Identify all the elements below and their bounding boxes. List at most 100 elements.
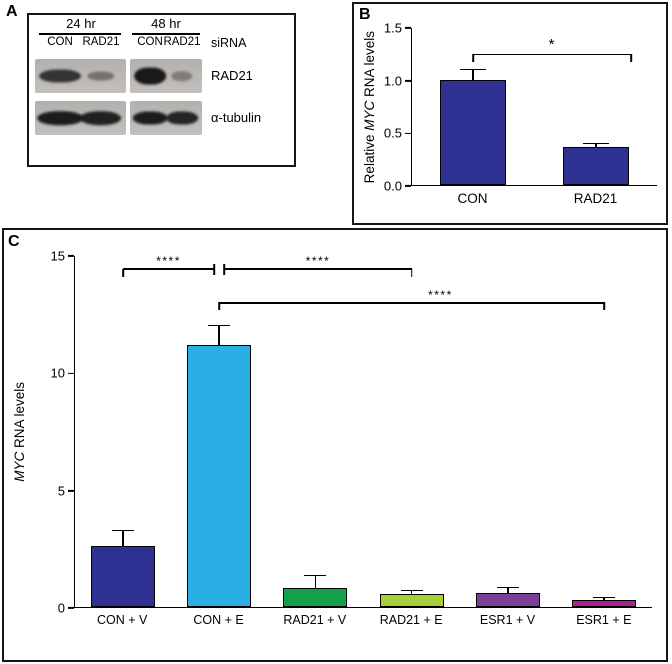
blot-image-rad21-48hr (130, 59, 202, 93)
panel-b-label: B (359, 6, 371, 23)
x-axis-labels: CON + V CON + E RAD21 + V RAD21 + E ESR1 + V… (74, 608, 652, 632)
lane-label-con-24hr: CON (47, 36, 73, 48)
lane-label-rad21-48hr: RAD21 (163, 36, 201, 48)
error-bar-con (460, 68, 487, 81)
y-tick-mark (68, 255, 74, 257)
y-axis-title: Relative MYC RNA levels (356, 28, 382, 186)
y-axis-title: MYC RNA levels (6, 256, 32, 608)
error-bar-rad21 (582, 143, 609, 148)
timepoint-48hr-underline (132, 33, 200, 35)
y-tick-mark (405, 79, 411, 82)
y-axis-title-text: Relative MYC RNA levels (362, 31, 377, 183)
bracket-tick (410, 268, 413, 277)
significance-bracket (123, 268, 215, 271)
significance-label: **** (156, 254, 181, 269)
timepoint-48hr-label: 48 hr (151, 16, 181, 31)
lane-label-con-48hr: CON (137, 36, 163, 48)
plot-area: **** **** **** (74, 254, 652, 608)
y-tick-label: 1.5 (383, 20, 402, 36)
significance-bracket (473, 53, 632, 56)
x-axis-label-rad21: RAD21 (573, 191, 618, 206)
panel-b-box: B Relative MYC RNA levels 0.0 0.5 1.0 1.5 *… (352, 2, 668, 225)
x-axis-label-con-v: CON + V (96, 613, 148, 627)
panel-c-label: C (8, 233, 20, 250)
y-tick-label: 0.0 (383, 178, 402, 194)
significance-label: **** (428, 287, 453, 302)
blot-image-tubulin-24hr (35, 101, 126, 135)
blot-band (134, 67, 166, 85)
panel-a-blot-box: 24 hr 48 hr CON RAD21 CON RAD21 siRNA RA… (27, 13, 296, 167)
bracket-tick (213, 263, 215, 275)
gene-name-italic: MYC (11, 451, 27, 482)
bar-esr1-v (475, 592, 540, 607)
bracket-tick (223, 263, 226, 275)
blot-band (171, 71, 193, 81)
timepoint-24hr-underline (39, 33, 121, 35)
bracket-tick (218, 302, 221, 311)
blot-image-rad21-24hr (35, 59, 126, 93)
y-tick-mark (405, 185, 411, 187)
error-bar-con-v (112, 529, 135, 547)
x-axis-label-esr1-e: ESR1 + E (576, 613, 632, 627)
significance-label: **** (305, 254, 331, 269)
error-bar-con-e (208, 325, 231, 345)
x-axis-label-rad21-e: RAD21 + E (379, 613, 443, 627)
gene-name-italic: MYC (361, 100, 377, 131)
y-axis-ticks: 0 5 10 15 (43, 250, 74, 615)
x-axis-label-con-e: CON + E (193, 613, 244, 627)
blot-band (79, 111, 122, 125)
y-tick-label: 1.0 (383, 73, 402, 89)
x-axis-label-esr1-v: ESR1 + V (479, 613, 536, 627)
y-tick-label: 0 (57, 600, 65, 616)
y-axis-ticks: 0.0 0.5 1.0 1.5 (382, 22, 411, 193)
y-tick-mark (405, 132, 411, 135)
significance-bracket (219, 302, 604, 304)
x-axis-label-rad21-v: RAD21 + V (283, 613, 347, 627)
y-axis-title-part: RNA levels (11, 382, 27, 452)
y-tick-label: 0.5 (383, 125, 402, 141)
error-bar-rad21-v (304, 575, 327, 589)
lane-label-rad21-24hr: RAD21 (82, 36, 120, 48)
timepoint-24hr-label: 24 hr (66, 16, 96, 31)
error-bar-esr1-v (496, 587, 519, 593)
bar-rad21 (562, 147, 629, 185)
blot-target-tubulin: α-tubulin (211, 110, 262, 125)
y-tick-mark (68, 607, 74, 609)
x-axis-labels: CON RAD21 (411, 186, 657, 210)
bar-con-e (187, 344, 252, 607)
y-tick-label: 10 (50, 365, 65, 381)
blot-target-rad21: RAD21 (211, 68, 253, 83)
error-bar-rad21-e (400, 589, 423, 595)
sirna-label: siRNA (211, 36, 247, 50)
bar-con-v (91, 546, 156, 607)
y-axis-title-text: MYC RNA levels (12, 382, 27, 482)
y-axis-title-part: RNA levels (361, 30, 377, 101)
significance-label: * (548, 36, 556, 54)
bracket-tick (630, 53, 633, 62)
panel-c-box: C MYC RNA levels 0 5 10 15 **** **** **** CON… (2, 228, 668, 662)
blot-band (37, 111, 84, 125)
error-bar-esr1-e (592, 597, 615, 600)
blot-image-tubulin-48hr (130, 101, 202, 135)
bar-rad21-e (379, 594, 444, 607)
panel-a-label: A (6, 3, 18, 20)
blot-band (132, 111, 168, 125)
panel-c-chart: MYC RNA levels 0 5 10 15 **** **** **** CON +… (4, 230, 666, 660)
bar-con (440, 80, 507, 185)
bracket-tick (122, 268, 124, 277)
blot-band (86, 71, 115, 81)
bracket-tick (472, 53, 475, 62)
panel-b-chart: Relative MYC RNA levels 0.0 0.5 1.0 1.5 * C… (354, 4, 666, 223)
plot-area: * (411, 28, 657, 186)
x-axis-label-con: CON (457, 191, 488, 206)
blot-band (39, 69, 82, 83)
y-axis-title-part: Relative (361, 130, 377, 184)
y-tick-mark (68, 489, 74, 492)
y-tick-label: 15 (50, 248, 65, 264)
y-tick-label: 5 (57, 483, 65, 499)
bracket-tick (603, 302, 605, 311)
bar-esr1-e (571, 599, 636, 607)
significance-bracket (224, 268, 412, 271)
bar-rad21-v (283, 588, 348, 607)
